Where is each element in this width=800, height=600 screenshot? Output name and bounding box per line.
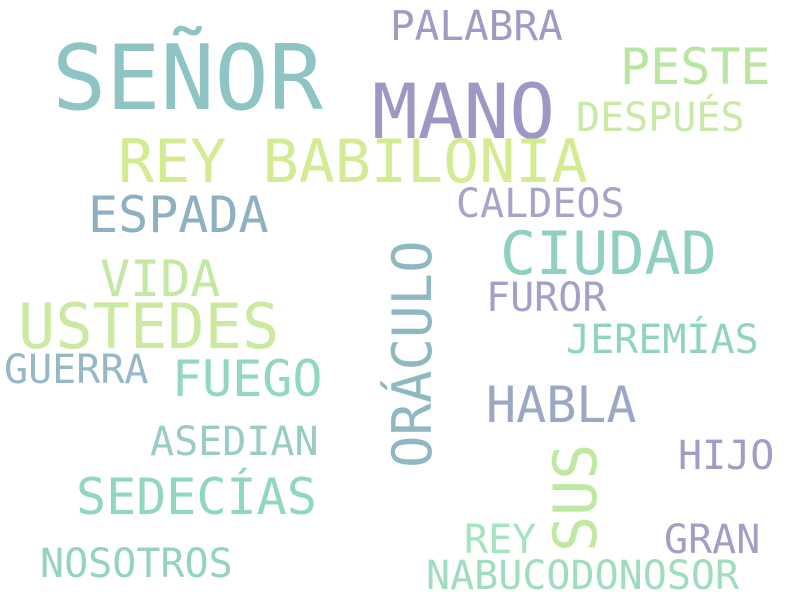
word-espada: ESPADA <box>88 186 269 244</box>
word-hijo: HIJO <box>678 433 775 479</box>
word-rey: REY <box>464 517 537 563</box>
word-caldeos: CALDEOS <box>456 181 625 227</box>
word-senor: SEÑOR <box>52 26 323 131</box>
word-jeremias: JEREMÍAS <box>566 317 759 363</box>
word-fuego: FUEGO <box>172 350 323 408</box>
word-asedian: ASEDIAN <box>150 419 319 465</box>
word-guerra: GUERRA <box>4 347 149 393</box>
word-mano: MANO <box>372 67 556 156</box>
word-gran: GRAN <box>664 517 761 563</box>
word-furor: FUROR <box>486 275 607 321</box>
word-vida: VIDA <box>100 250 221 308</box>
word-sedecias: SEDECÍAS <box>76 468 317 526</box>
word-despues: DESPUÉS <box>576 95 745 141</box>
word-ustedes: USTEDES <box>18 290 280 363</box>
word-rey-babilonia: REY BABILONIA <box>118 127 588 197</box>
word-ciudad: CIUDAD <box>500 219 717 289</box>
word-habla: HABLA <box>486 376 637 434</box>
word-peste: PESTE <box>620 38 771 96</box>
word-nabucodonosor: NABUCODONOSOR <box>426 553 740 599</box>
word-nosotros: NOSOTROS <box>40 541 233 587</box>
word-oraculo: ORÁCULO <box>381 240 444 468</box>
word-palabra: PALABRA <box>390 2 563 50</box>
word-sus: SUS <box>541 443 611 552</box>
